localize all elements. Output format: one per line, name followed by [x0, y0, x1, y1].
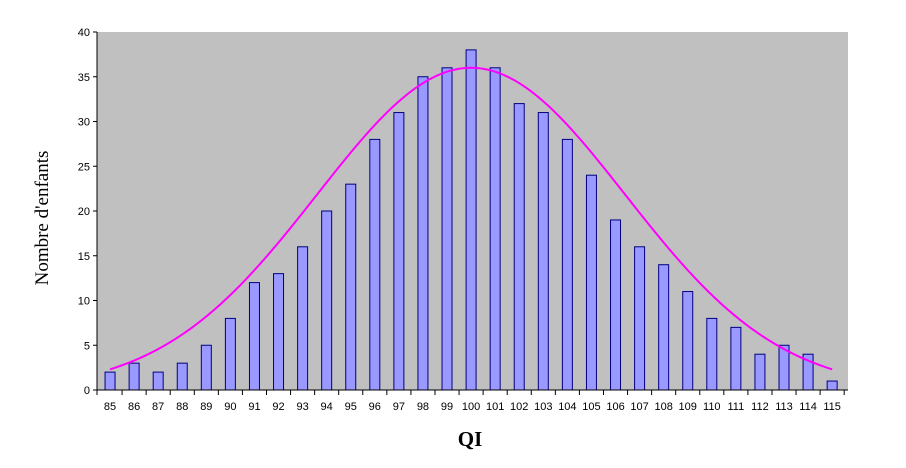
x-axis-title: QI: [458, 427, 483, 451]
x-tick-label-106: 106: [606, 401, 624, 413]
x-tick-label-110: 110: [703, 401, 721, 413]
y-axis-title: Nombre d'enfants: [32, 151, 53, 286]
y-tick-label: 5: [84, 340, 90, 352]
y-tick-label: 15: [78, 251, 90, 263]
bar-111: [730, 326, 742, 391]
bar-110: [706, 317, 718, 391]
bar-105: [585, 174, 597, 391]
normal-fit-curve: [109, 66, 833, 371]
x-tick-label-86: 86: [128, 401, 140, 413]
y-tick-label: 40: [78, 27, 90, 39]
bar-104: [561, 138, 573, 391]
x-tick-label-87: 87: [152, 401, 164, 413]
x-tick-label-94: 94: [321, 401, 333, 413]
x-tick-label-96: 96: [369, 401, 381, 413]
bar-94: [321, 210, 333, 391]
bar-100: [465, 49, 477, 391]
x-tick-label-111: 111: [728, 401, 745, 413]
y-tick-label: 30: [78, 117, 90, 129]
x-tick-label-114: 114: [799, 401, 817, 413]
x-tick-label-102: 102: [510, 401, 528, 413]
bar-91: [248, 282, 260, 391]
bar-90: [224, 317, 236, 391]
y-tick-label: 25: [78, 161, 90, 173]
bar-86: [128, 362, 140, 391]
x-tick-label-95: 95: [345, 401, 357, 413]
x-tick-label-99: 99: [441, 401, 453, 413]
bar-88: [176, 362, 188, 391]
bar-87: [152, 371, 164, 391]
bar-103: [537, 112, 549, 391]
bar-97: [393, 112, 405, 391]
bar-115: [826, 380, 838, 391]
bar-102: [513, 103, 525, 391]
bar-93: [297, 246, 309, 391]
x-tick-label-93: 93: [296, 401, 308, 413]
x-tick-label-88: 88: [176, 401, 188, 413]
bar-101: [489, 67, 501, 391]
x-tick-label-91: 91: [248, 401, 260, 413]
x-tick-label-108: 108: [654, 401, 672, 413]
x-tick-label-89: 89: [200, 401, 212, 413]
x-tick-label-115: 115: [823, 401, 841, 413]
x-tick-label-105: 105: [582, 401, 600, 413]
bar-109: [682, 291, 694, 391]
bar-99: [441, 67, 453, 391]
x-tick-label-98: 98: [417, 401, 429, 413]
bar-106: [610, 219, 622, 391]
bar-98: [417, 76, 429, 391]
bar-108: [658, 264, 670, 391]
y-tick-label: 35: [78, 72, 90, 84]
x-tick-label-92: 92: [272, 401, 284, 413]
x-tick-label-112: 112: [751, 401, 769, 413]
x-tick-label-97: 97: [393, 401, 405, 413]
bar-92: [273, 273, 285, 391]
bar-95: [345, 183, 357, 391]
x-tick-label-103: 103: [534, 401, 552, 413]
x-tick-label-90: 90: [224, 401, 236, 413]
y-tick-label: 20: [78, 206, 90, 218]
y-tick-label: 10: [78, 296, 90, 308]
x-tick-label-101: 101: [486, 401, 504, 413]
bar-89: [200, 344, 212, 391]
x-tick-label-100: 100: [462, 401, 480, 413]
y-tick-label: 0: [84, 385, 90, 397]
x-tick-label-113: 113: [775, 401, 793, 413]
x-tick-label-109: 109: [679, 401, 697, 413]
x-tick-label-107: 107: [630, 401, 648, 413]
bar-112: [754, 353, 766, 391]
bar-107: [634, 246, 646, 391]
bar-85: [104, 371, 116, 391]
x-tick-label-85: 85: [104, 401, 116, 413]
x-tick-label-104: 104: [558, 401, 576, 413]
bar-96: [369, 138, 381, 391]
ticks-layer: 0 5 10 15 20 25 30 35 40 85 86 87 88 89 90 91 92 93 94 95 96…: [78, 27, 845, 413]
